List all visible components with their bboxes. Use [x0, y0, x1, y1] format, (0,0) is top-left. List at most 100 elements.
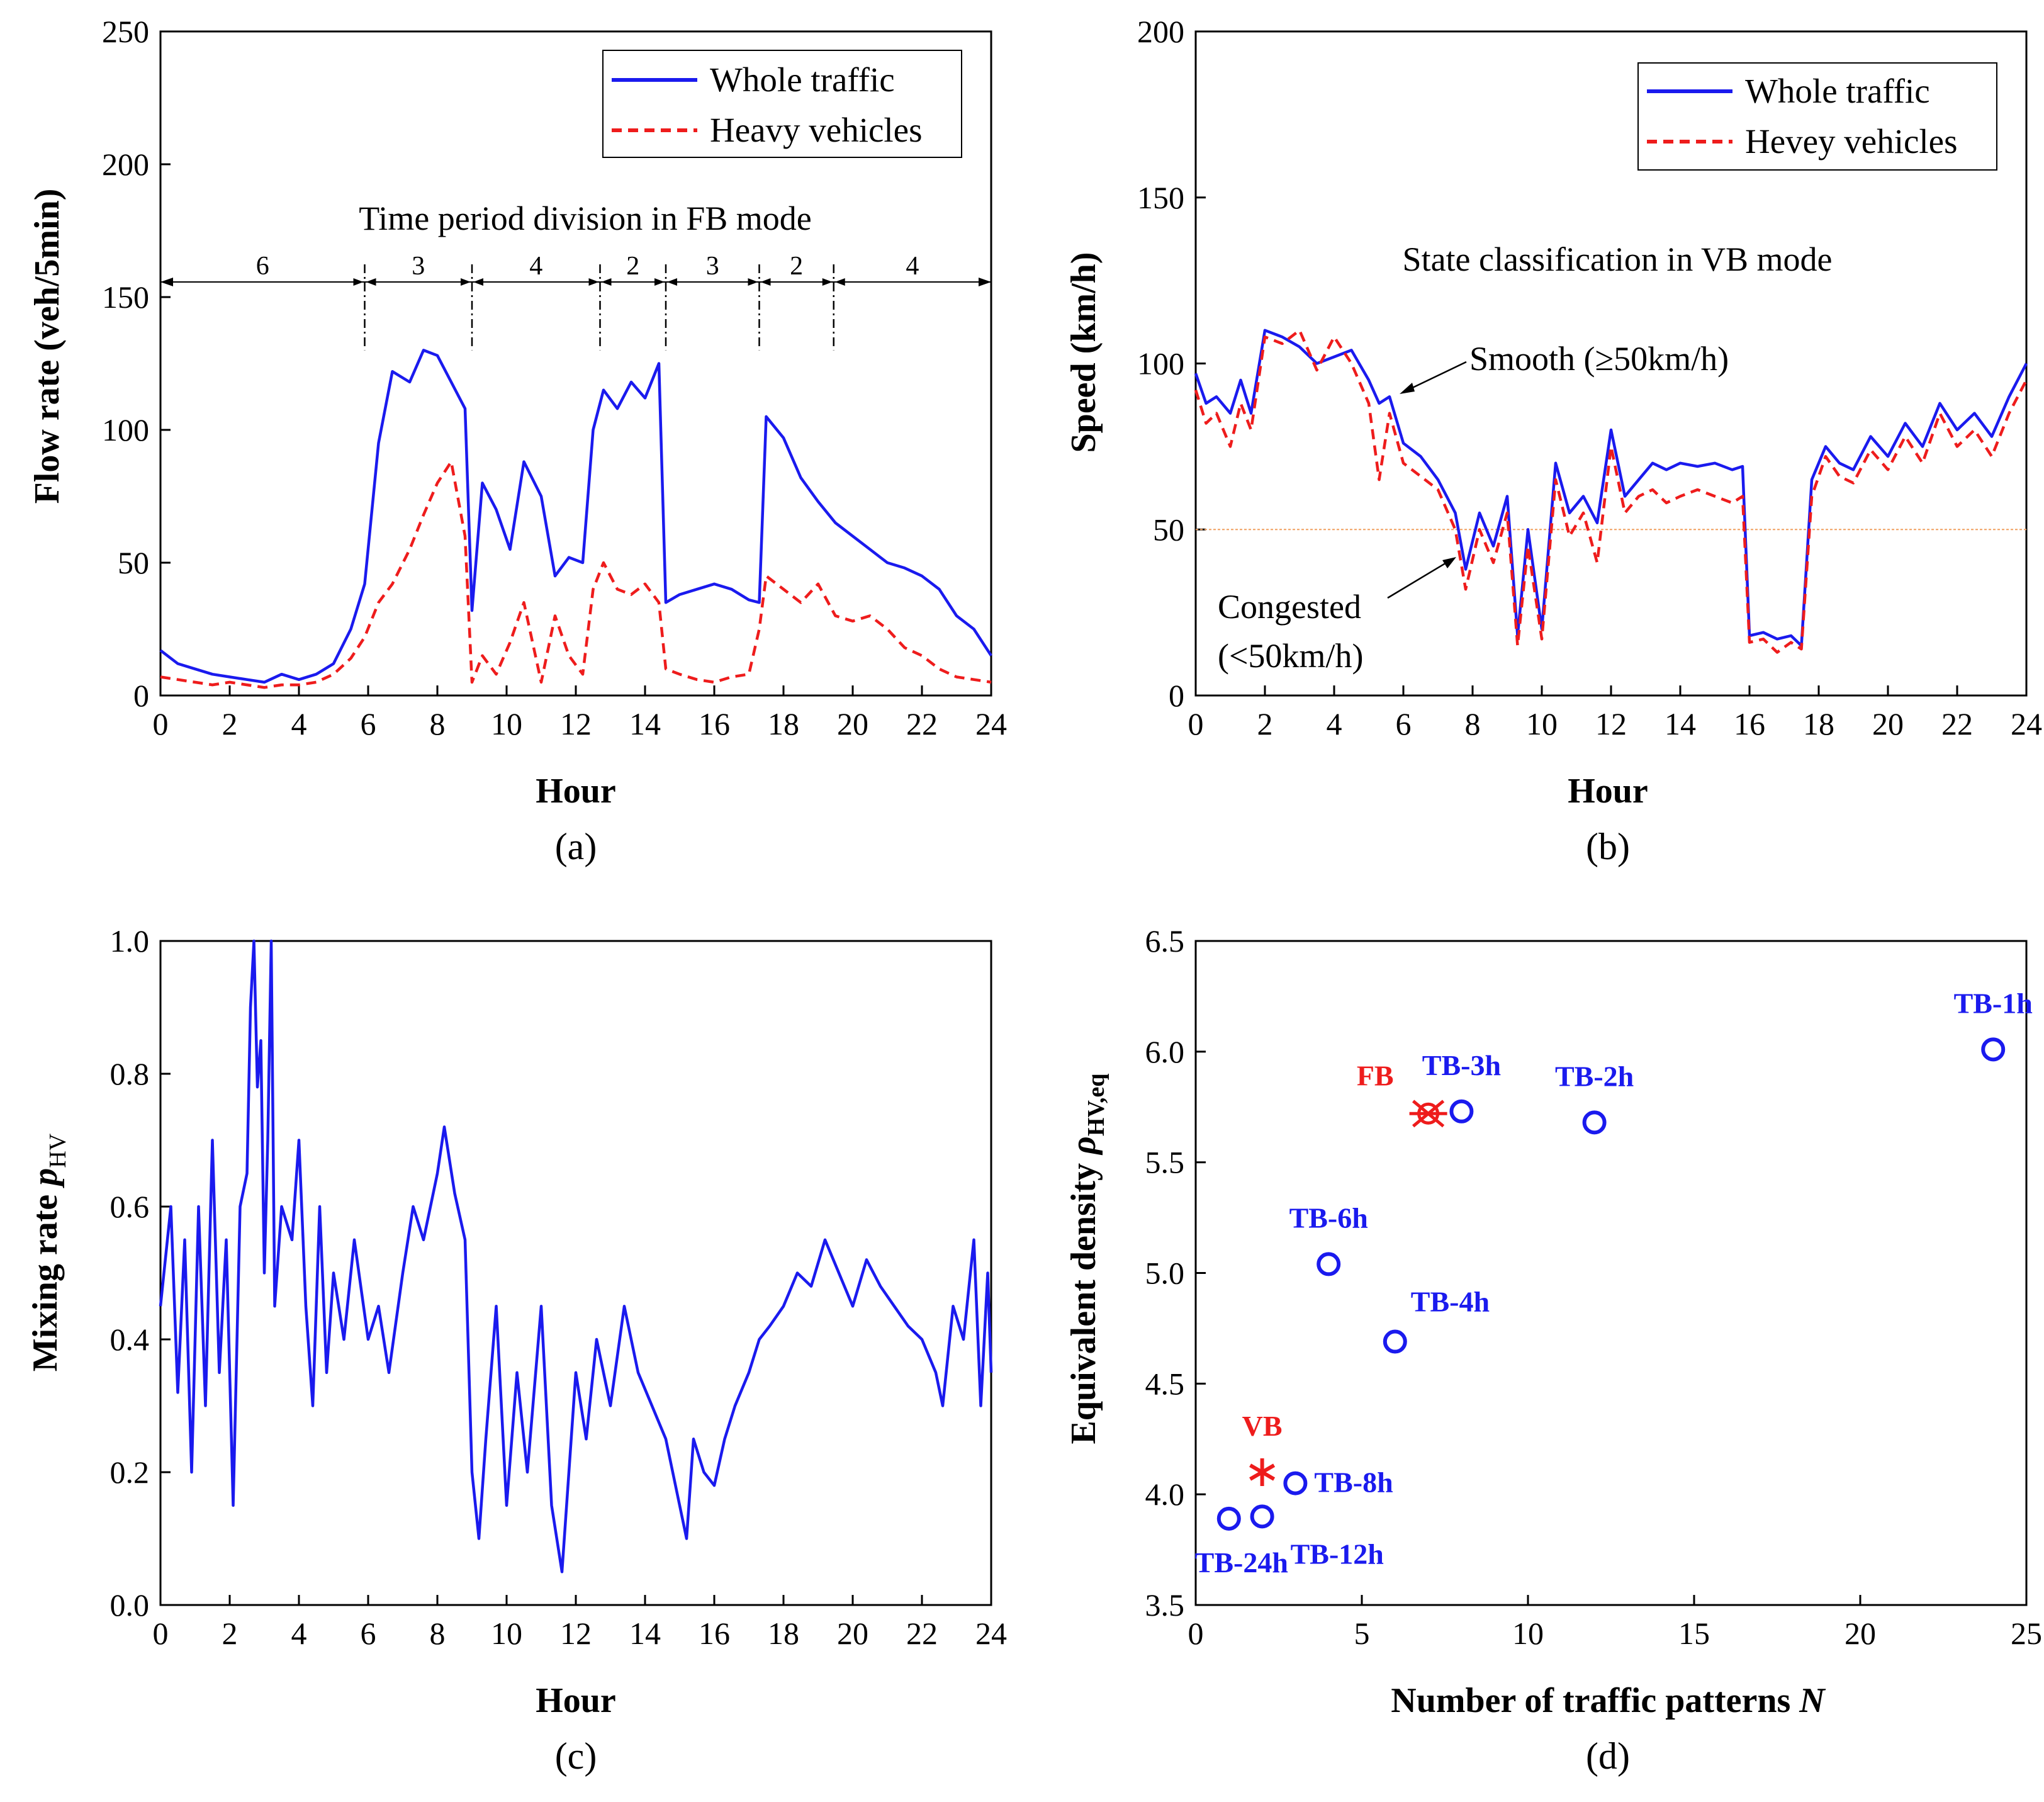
panel-d-y-axis-title-var: ρ	[1064, 1136, 1103, 1156]
panel-b-congested-arrowhead	[1442, 557, 1456, 568]
panel-c-x-tick-label: 2	[222, 1616, 238, 1651]
panel-c-y-tick-label: 0.2	[110, 1455, 150, 1490]
panel-a-period-arrowhead	[353, 278, 364, 286]
panel-d-x-tick-label: 0	[1188, 1616, 1204, 1651]
panel-b-y-tick-label: 0	[1169, 678, 1184, 713]
panel-d-y-tick-label: 6.5	[1145, 923, 1185, 959]
panel-d-y-tick-label: 3.5	[1145, 1587, 1185, 1623]
panel-d-point-label-vb: VB	[1242, 1410, 1283, 1442]
panel-b-series-heavy-vehicles	[1194, 329, 2028, 654]
panel-b-congested-arrow	[1387, 559, 1451, 599]
panel-d-point-tb-6h	[1317, 1252, 1341, 1276]
panel-a-series-heavy-vehicles	[160, 460, 992, 689]
panel-a-period-title: Time period division in FB mode	[359, 200, 812, 237]
panel-b-smooth-arrow	[1404, 361, 1467, 393]
panel-a-x-tick-label: 20	[837, 706, 868, 741]
panel-a-legend-box	[602, 50, 962, 158]
panel-c-y-tick-label: 0.6	[110, 1189, 150, 1224]
panel-c-y-tick-label: 0.8	[110, 1056, 150, 1091]
panel-d-y-tick-label: 5.0	[1145, 1256, 1185, 1291]
panel-a-period-arrowhead	[822, 278, 833, 286]
panel-b-x-tick-label: 12	[1595, 706, 1627, 741]
panel-a-x-tick-label: 10	[491, 706, 522, 741]
panel-d-x-tick-label: 20	[1845, 1616, 1876, 1651]
panel-a-period-arrowhead	[461, 278, 471, 286]
panel-d-point-label-tb-12h: TB-12h	[1291, 1538, 1384, 1570]
panel-a-period-arrowhead	[473, 278, 483, 286]
panel-b-y-tick-label: 200	[1137, 14, 1184, 49]
panel-a-x-tick-label: 16	[699, 706, 730, 741]
panel-b-x-tick-label: 22	[1941, 706, 1973, 741]
panel-a-legend-label-heavy: Heavy vehicles	[710, 111, 923, 149]
panel-a-period-label: 4	[906, 252, 919, 281]
panel-a-period-label: 2	[626, 252, 639, 281]
panel-b-x-tick-label: 16	[1734, 706, 1765, 741]
panel-d-x-axis-title: Number of traffic patterns N	[1391, 1681, 1826, 1720]
panel-d-y-tick-label: 6.0	[1145, 1034, 1185, 1069]
panel-a-y-tick-label: 150	[102, 279, 149, 315]
panel-d-point-tb-1h	[1981, 1037, 2006, 1062]
panel-a-x-tick-label: 12	[560, 706, 592, 741]
panel-a-period-label: 3	[412, 252, 425, 281]
panel-d-x-tick-label: 10	[1512, 1616, 1544, 1651]
panel-c-x-tick-label: 0	[153, 1616, 169, 1651]
panel-b-speed: (b) Hour Speed (km/h) Whole traffic Heve…	[1064, 14, 2042, 867]
panel-a-period-label: 4	[529, 252, 542, 281]
panel-c-y-tick-label: 1.0	[110, 923, 150, 959]
panel-a-period-division: 6 3 4 2 3 2 4	[160, 252, 991, 351]
panel-d-point-label-tb-3h: TB-3h	[1422, 1049, 1501, 1081]
panel-a-y-tick-label: 100	[102, 412, 149, 448]
panel-d-point-label-fb: FB	[1357, 1059, 1394, 1091]
panel-a-x-tick-label: 24	[975, 706, 1007, 741]
panel-a-x-tick-label: 0	[153, 706, 169, 741]
panel-a-period-arrowhead	[834, 278, 845, 286]
panel-b-x-tick-label: 10	[1526, 706, 1558, 741]
panel-a-period-arrowhead	[366, 278, 376, 286]
panel-c-y-axis-title: Mixing rate pHV	[26, 1133, 71, 1371]
panel-b-x-tick-label: 2	[1257, 706, 1273, 741]
panel-b-legend-label-whole: Whole traffic	[1745, 72, 1930, 110]
panel-c-mixing-rate: (c) Hour Mixing rate pHV 0 2 4 6 8 10 12 14 16 18…	[26, 923, 1007, 1777]
panel-a-y-tick-label: 0	[133, 678, 149, 713]
panel-a-x-axis-title: Hour	[536, 772, 616, 811]
panel-a-x-tick-label: 18	[768, 706, 799, 741]
panel-a-period-arrowhead	[760, 278, 771, 286]
panel-d-point-tb-12h	[1250, 1504, 1274, 1529]
panel-b-x-tick-label: 4	[1327, 706, 1342, 741]
panel-a-legend-label-whole: Whole traffic	[710, 60, 895, 99]
panel-c-y-tick-label: 0.0	[110, 1587, 150, 1623]
panel-b-x-axis-title: Hour	[1568, 772, 1648, 811]
panel-c-x-tick-label: 16	[699, 1616, 730, 1651]
panel-a-period-arrow-right	[979, 278, 991, 286]
panel-a-period-arrowhead	[601, 278, 612, 286]
panel-a-legend: Whole traffic Heavy vehicles	[602, 50, 962, 158]
panel-d-x-axis-title-var: N	[1799, 1681, 1826, 1720]
panel-a-period-label: 6	[256, 252, 269, 281]
panel-a-period-arrowhead	[588, 278, 599, 286]
panel-d-point-label-tb-24h: TB-24h	[1195, 1546, 1288, 1579]
panel-c-x-tick-label: 12	[560, 1616, 592, 1651]
panel-c-x-tick-label: 6	[361, 1616, 376, 1651]
panel-c-y-axis-title-var: p	[26, 1168, 65, 1188]
panel-b-x-tick-label: 18	[1803, 706, 1834, 741]
panel-d-x-tick-label: 5	[1354, 1616, 1370, 1651]
panel-c-x-tick-label: 22	[906, 1616, 938, 1651]
panel-a-period-arrowhead	[654, 278, 665, 286]
panel-d-point-fb-cross	[1409, 1100, 1447, 1128]
panel-d-y-axis-title-sub: HV,eq	[1083, 1073, 1109, 1136]
panel-a-x-tick-label: 8	[430, 706, 446, 741]
panel-b-x-tick-label: 24	[2011, 706, 2042, 741]
panel-a-y-tick-label: 200	[102, 147, 149, 182]
panel-b-y-axis-title: Speed (km/h)	[1064, 252, 1103, 453]
panel-d-y-tick-label: 4.0	[1145, 1477, 1185, 1512]
panel-c-y-axis-title-sub: HV	[45, 1133, 71, 1168]
panel-a-caption: (a)	[555, 826, 597, 867]
panel-b-x-tick-label: 8	[1465, 706, 1481, 741]
panel-d-y-tick-label: 5.5	[1145, 1145, 1185, 1180]
panel-c-frame	[159, 940, 992, 1606]
panel-c-y-tick-label: 0.4	[110, 1322, 150, 1357]
panel-b-congested-label-2: (<50km/h)	[1218, 637, 1363, 675]
panel-d-x-tick-label: 15	[1678, 1616, 1710, 1651]
panel-a-period-label: 2	[790, 252, 803, 281]
